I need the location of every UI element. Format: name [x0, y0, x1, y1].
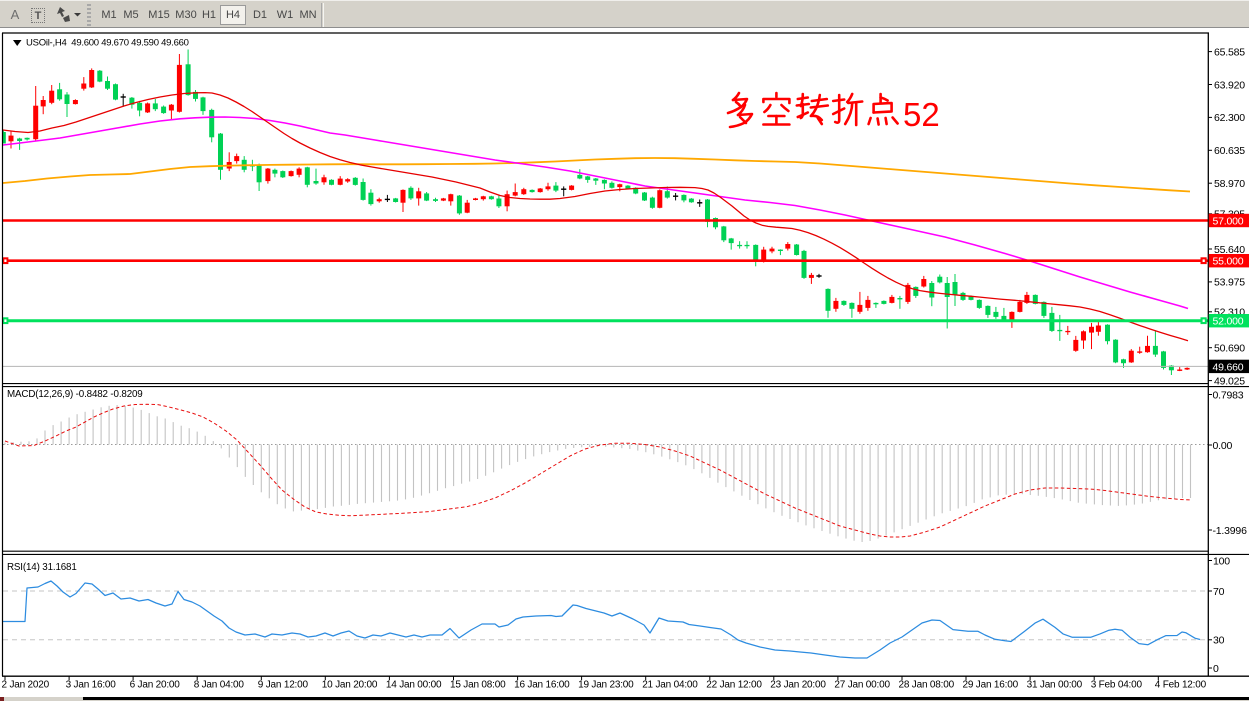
- svg-text:52.000: 52.000: [1213, 316, 1244, 328]
- svg-text:0.7983: 0.7983: [1213, 389, 1244, 401]
- svg-text:9 Jan 12:00: 9 Jan 12:00: [258, 680, 309, 691]
- svg-text:28 Jan 08:00: 28 Jan 08:00: [899, 680, 955, 691]
- svg-text:14 Jan 00:00: 14 Jan 00:00: [386, 680, 442, 691]
- svg-text:62.300: 62.300: [1214, 112, 1245, 124]
- svg-text:49.025: 49.025: [1214, 375, 1245, 387]
- svg-text:2 Jan 2020: 2 Jan 2020: [2, 680, 50, 691]
- svg-text:-1.3996: -1.3996: [1213, 525, 1248, 537]
- svg-text:19 Jan 23:00: 19 Jan 23:00: [578, 680, 634, 691]
- svg-text:57.000: 57.000: [1213, 215, 1244, 227]
- svg-text:16 Jan 16:00: 16 Jan 16:00: [514, 680, 570, 691]
- svg-text:63.920: 63.920: [1214, 79, 1245, 91]
- svg-text:RSI(14) 31.1681: RSI(14) 31.1681: [7, 562, 77, 573]
- svg-text:50.690: 50.690: [1214, 343, 1245, 355]
- svg-text:53.975: 53.975: [1214, 277, 1245, 289]
- svg-text:0.00: 0.00: [1213, 440, 1233, 452]
- svg-text:MACD(12,26,9) -0.8482 -0.8209: MACD(12,26,9) -0.8482 -0.8209: [7, 389, 143, 400]
- svg-text:15 Jan 08:00: 15 Jan 08:00: [450, 680, 506, 691]
- svg-text:3 Jan 16:00: 3 Jan 16:00: [66, 680, 117, 691]
- svg-text:6 Jan 20:00: 6 Jan 20:00: [130, 680, 181, 691]
- svg-text:49.660: 49.660: [1213, 361, 1244, 373]
- svg-text:65.585: 65.585: [1214, 46, 1245, 58]
- svg-text:31 Jan 00:00: 31 Jan 00:00: [1027, 680, 1083, 691]
- svg-text:8 Jan 04:00: 8 Jan 04:00: [194, 680, 245, 691]
- svg-text:52: 52: [903, 96, 940, 133]
- svg-text:30: 30: [1213, 635, 1225, 647]
- svg-text:58.970: 58.970: [1214, 178, 1245, 190]
- svg-text:55.640: 55.640: [1214, 244, 1245, 256]
- svg-text:60.635: 60.635: [1214, 145, 1245, 157]
- svg-text:29 Jan 16:00: 29 Jan 16:00: [963, 680, 1019, 691]
- svg-text:22 Jan 12:00: 22 Jan 12:00: [706, 680, 762, 691]
- svg-text:0: 0: [1213, 663, 1219, 675]
- svg-text:4 Feb 12:00: 4 Feb 12:00: [1155, 680, 1207, 691]
- svg-text:10 Jan 20:00: 10 Jan 20:00: [322, 680, 378, 691]
- svg-text:27 Jan 00:00: 27 Jan 00:00: [834, 680, 890, 691]
- svg-text:55.000: 55.000: [1213, 256, 1244, 268]
- svg-text:70: 70: [1213, 586, 1225, 598]
- svg-text:USOil-,H4 49.600 49.670 49.59: USOil-,H4 49.600 49.670 49.590 49.660: [26, 38, 189, 49]
- svg-text:3 Feb 04:00: 3 Feb 04:00: [1091, 680, 1143, 691]
- svg-text:100: 100: [1213, 555, 1230, 567]
- svg-text:21 Jan 04:00: 21 Jan 04:00: [642, 680, 698, 691]
- svg-text:23 Jan 20:00: 23 Jan 20:00: [770, 680, 826, 691]
